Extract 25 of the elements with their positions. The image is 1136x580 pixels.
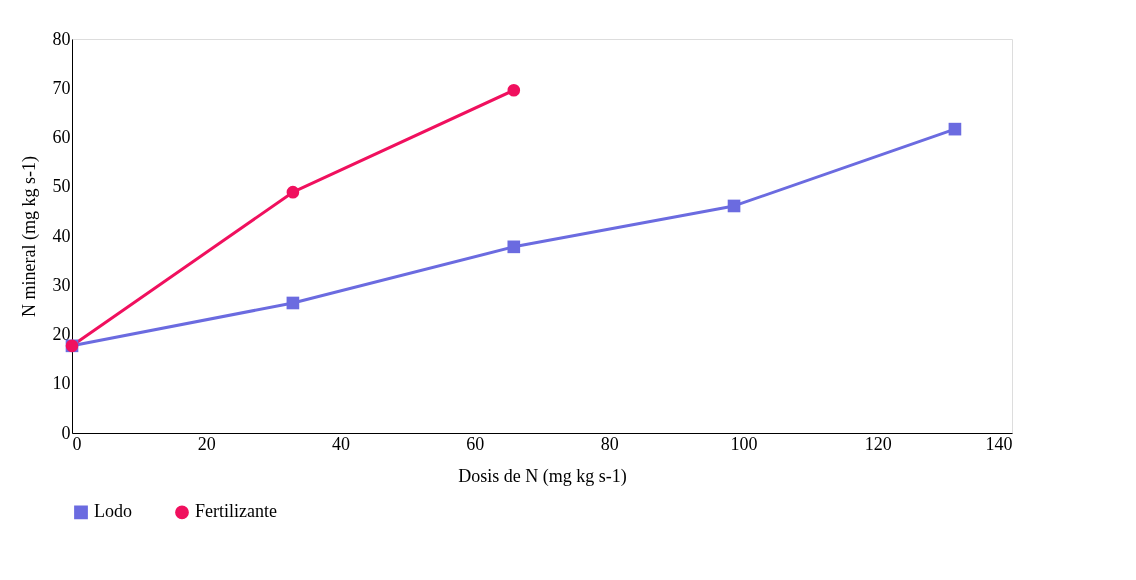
point [286, 296, 300, 310]
y-tick-label: 40 [52, 225, 71, 246]
y-tick-label: 80 [52, 28, 71, 49]
y-tick-label: 70 [52, 77, 71, 98]
y-tick-label: 10 [52, 373, 71, 394]
legend-label: Fertilizante [195, 501, 277, 522]
x-tick-label: 100 [730, 433, 758, 454]
point [727, 199, 741, 213]
y-tick-label: 20 [52, 324, 71, 344]
y-tick-label: 30 [52, 274, 71, 295]
x-axis-title: Dosis de N (mg kg s-1) [458, 465, 627, 487]
x-tick-label: 40 [332, 433, 351, 454]
legend-label: Lodo [94, 501, 132, 522]
y-tick-label: 50 [52, 176, 71, 197]
point [507, 240, 521, 254]
x-tick-label: 60 [466, 433, 485, 454]
x-tick-label: 120 [864, 433, 892, 454]
x-tick-label: 80 [600, 433, 619, 454]
point [286, 185, 300, 199]
y-axis-title: N mineral (mg kg s-1) [18, 156, 40, 317]
point [507, 83, 521, 97]
x-tick-label: 20 [197, 433, 216, 454]
y-tick-label: 60 [52, 127, 71, 147]
point [948, 122, 962, 136]
x-tick-label: 140 [985, 433, 1013, 454]
